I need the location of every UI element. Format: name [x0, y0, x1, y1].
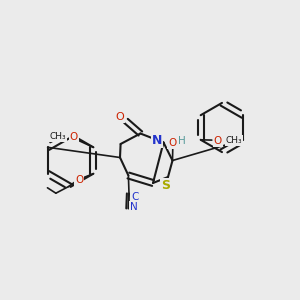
- Text: O: O: [70, 132, 78, 142]
- Text: O: O: [168, 138, 176, 148]
- Text: O: O: [214, 136, 222, 146]
- Text: N: N: [130, 202, 138, 212]
- Text: CH₃: CH₃: [50, 132, 66, 141]
- Text: O: O: [116, 112, 124, 122]
- Text: H: H: [178, 136, 186, 146]
- Text: CH₃: CH₃: [225, 136, 242, 145]
- Text: S: S: [161, 179, 170, 192]
- Text: C: C: [131, 191, 139, 202]
- Text: N: N: [152, 134, 162, 148]
- Text: O: O: [75, 175, 83, 185]
